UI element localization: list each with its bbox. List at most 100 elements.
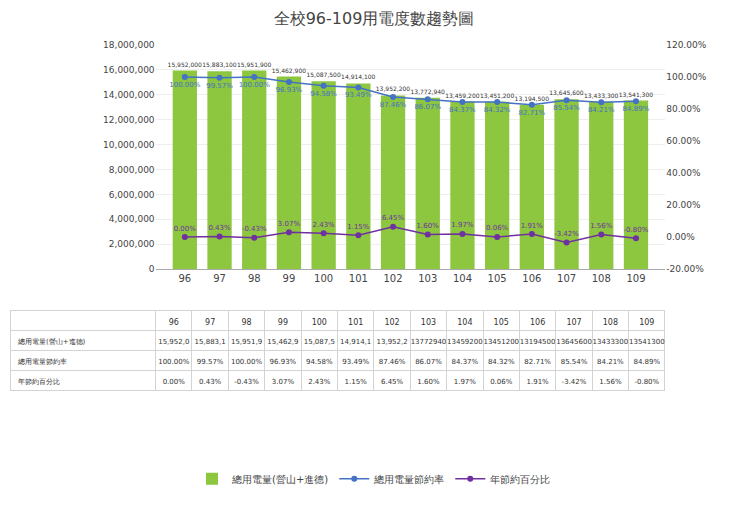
svg-text:94.58%: 94.58% <box>310 90 337 98</box>
svg-text:6.45%: 6.45% <box>381 378 404 386</box>
svg-text:13194500: 13194500 <box>520 338 556 346</box>
svg-text:98: 98 <box>248 273 261 284</box>
svg-text:104: 104 <box>457 318 472 327</box>
svg-text:15,087,5: 15,087,5 <box>304 338 335 346</box>
svg-text:107: 107 <box>557 273 576 284</box>
svg-text:13,645,600: 13,645,600 <box>549 89 584 96</box>
svg-text:2.43%: 2.43% <box>313 221 336 229</box>
svg-text:15,462,900: 15,462,900 <box>272 67 307 74</box>
svg-text:13459200: 13459200 <box>447 338 483 346</box>
svg-text:15,951,9: 15,951,9 <box>231 338 262 346</box>
svg-text:1.15%: 1.15% <box>345 378 368 386</box>
svg-text:108: 108 <box>603 318 618 327</box>
svg-text:1.60%: 1.60% <box>417 222 440 230</box>
svg-text:總用電量(營山+進德): 總用電量(營山+進德) <box>17 338 86 346</box>
svg-text:96.93%: 96.93% <box>270 358 297 366</box>
svg-text:14,914,100: 14,914,100 <box>341 73 376 80</box>
svg-text:84.89%: 84.89% <box>623 105 650 113</box>
svg-text:107: 107 <box>566 318 581 327</box>
svg-text:1.91%: 1.91% <box>521 222 544 230</box>
svg-text:14,000,000: 14,000,000 <box>103 90 155 100</box>
svg-text:-0.80%: -0.80% <box>624 226 649 234</box>
svg-text:109: 109 <box>626 273 645 284</box>
svg-text:96: 96 <box>178 273 191 284</box>
svg-text:-0.80%: -0.80% <box>634 378 659 386</box>
svg-text:120.00%: 120.00% <box>666 40 706 50</box>
svg-text:0.43%: 0.43% <box>199 378 222 386</box>
svg-text:-3.42%: -3.42% <box>554 230 579 238</box>
svg-text:15,087,500: 15,087,500 <box>306 71 341 78</box>
svg-text:87.46%: 87.46% <box>380 101 407 109</box>
svg-text:97: 97 <box>213 273 226 284</box>
svg-text:102: 102 <box>384 318 399 327</box>
svg-text:15,952,000: 15,952,000 <box>168 61 203 68</box>
svg-text:年節約百分比: 年節約百分比 <box>490 474 550 485</box>
svg-text:80.00%: 80.00% <box>666 104 701 114</box>
svg-text:13,772,940: 13,772,940 <box>410 88 445 95</box>
svg-text:3.07%: 3.07% <box>278 220 301 228</box>
svg-text:82.71%: 82.71% <box>519 109 546 117</box>
svg-text:20.00%: 20.00% <box>666 200 701 210</box>
svg-text:105: 105 <box>488 273 507 284</box>
svg-text:0.43%: 0.43% <box>208 224 231 232</box>
svg-text:103: 103 <box>421 318 436 327</box>
svg-text:0: 0 <box>149 264 155 274</box>
svg-text:101: 101 <box>348 318 363 327</box>
svg-text:4,000,000: 4,000,000 <box>109 214 155 224</box>
svg-text:97: 97 <box>205 318 215 327</box>
svg-text:13,952,200: 13,952,200 <box>376 85 411 92</box>
svg-text:102: 102 <box>384 273 403 284</box>
svg-text:82.71%: 82.71% <box>524 358 551 366</box>
svg-text:18,000,000: 18,000,000 <box>103 40 155 50</box>
svg-text:1.60%: 1.60% <box>417 378 440 386</box>
svg-text:0.00%: 0.00% <box>163 378 186 386</box>
svg-text:105: 105 <box>494 318 509 327</box>
svg-text:13,459,200: 13,459,200 <box>445 92 480 99</box>
svg-text:106: 106 <box>522 273 541 284</box>
svg-text:8,000,000: 8,000,000 <box>109 165 155 175</box>
svg-text:-3.42%: -3.42% <box>562 378 587 386</box>
svg-text:84.37%: 84.37% <box>449 106 476 114</box>
svg-text:85.54%: 85.54% <box>553 104 580 112</box>
svg-text:100: 100 <box>312 318 327 327</box>
svg-text:40.00%: 40.00% <box>666 168 701 178</box>
svg-text:86.07%: 86.07% <box>414 103 441 111</box>
svg-text:100: 100 <box>314 273 333 284</box>
svg-text:總用電量節約率: 總用電量節約率 <box>373 474 444 485</box>
svg-text:2,000,000: 2,000,000 <box>109 239 155 249</box>
svg-text:-20.00%: -20.00% <box>666 264 704 274</box>
svg-text:85.54%: 85.54% <box>561 358 588 366</box>
svg-text:104: 104 <box>453 273 472 284</box>
svg-text:106: 106 <box>530 318 545 327</box>
svg-text:0.06%: 0.06% <box>486 224 509 232</box>
svg-text:84.37%: 84.37% <box>452 358 479 366</box>
svg-text:103: 103 <box>418 273 437 284</box>
svg-text:98: 98 <box>241 318 251 327</box>
svg-text:84.32%: 84.32% <box>484 106 511 114</box>
svg-text:100.00%: 100.00% <box>239 81 270 89</box>
svg-text:15,952,0: 15,952,0 <box>158 338 189 346</box>
svg-text:101: 101 <box>349 273 368 284</box>
svg-text:13645600: 13645600 <box>556 338 592 346</box>
svg-text:15,883,100: 15,883,100 <box>202 61 237 68</box>
svg-text:13,451,200: 13,451,200 <box>480 92 515 99</box>
svg-text:全校96-109用電度數趨勢圖: 全校96-109用電度數趨勢圖 <box>274 9 475 28</box>
svg-text:2.43%: 2.43% <box>308 378 331 386</box>
svg-text:99: 99 <box>283 273 296 284</box>
svg-text:15,462,9: 15,462,9 <box>267 338 298 346</box>
svg-text:13451200: 13451200 <box>483 338 519 346</box>
svg-text:100.00%: 100.00% <box>231 358 262 366</box>
svg-text:1.97%: 1.97% <box>451 221 474 229</box>
svg-text:100.00%: 100.00% <box>666 72 706 82</box>
svg-text:12,000,000: 12,000,000 <box>103 115 155 125</box>
svg-text:100.00%: 100.00% <box>158 358 189 366</box>
svg-text:1.56%: 1.56% <box>590 222 613 230</box>
svg-text:0.00%: 0.00% <box>174 225 197 233</box>
svg-text:15,883,1: 15,883,1 <box>195 338 226 346</box>
svg-text:總用電量(營山+進德): 總用電量(營山+進德) <box>231 474 328 485</box>
svg-text:94.58%: 94.58% <box>306 358 333 366</box>
svg-text:13541300: 13541300 <box>629 338 665 346</box>
svg-text:0.00%: 0.00% <box>666 232 695 242</box>
svg-text:1.97%: 1.97% <box>454 378 477 386</box>
svg-text:60.00%: 60.00% <box>666 136 701 146</box>
